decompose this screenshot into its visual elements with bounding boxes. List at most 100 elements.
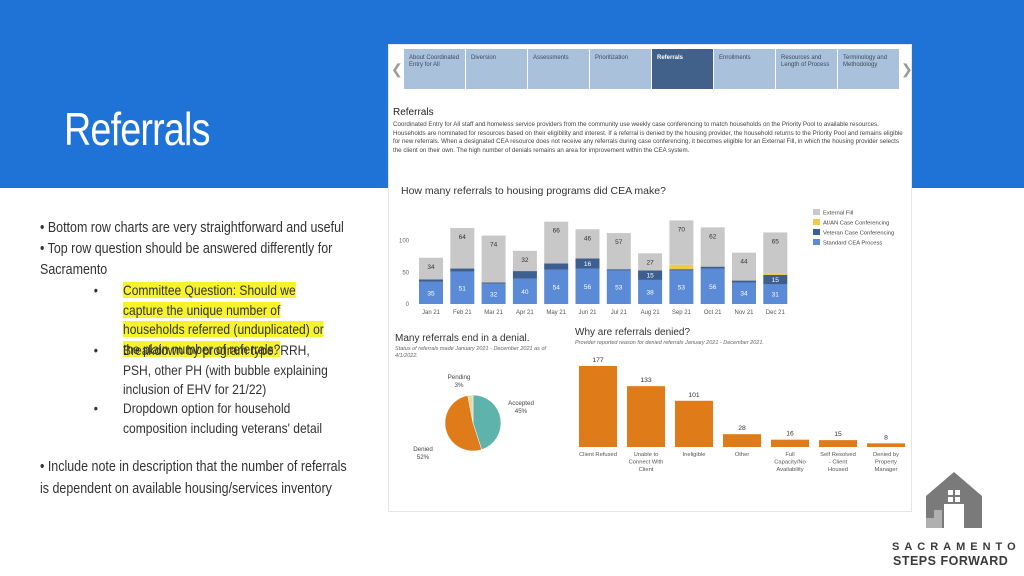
pie-label: Pending <box>448 374 471 381</box>
tab-enrollments[interactable]: Enrollments <box>714 49 775 89</box>
denial-bar <box>771 440 809 447</box>
denial-bar <box>819 440 857 447</box>
denial-bar <box>867 443 905 447</box>
tab-assessments[interactable]: Assessments <box>528 49 589 89</box>
legend-entry: Standard CEA Process <box>823 241 882 247</box>
sub-item-text: Breakdown by program type: RRH, PSH, oth… <box>123 342 328 397</box>
x-tick-label: Connect With <box>629 460 664 466</box>
denial-bar <box>627 386 665 447</box>
data-label: 64 <box>459 234 467 241</box>
bar-segment <box>669 269 693 270</box>
data-label: 28 <box>738 425 746 432</box>
pie-percent: 52% <box>417 454 430 461</box>
tab-terminology[interactable]: Terminology and Methodology <box>838 49 899 89</box>
note-line: • Bottom row charts are very straightfor… <box>40 218 344 239</box>
data-label: 62 <box>709 233 717 240</box>
data-label: 34 <box>740 291 748 298</box>
bar-segment <box>450 269 474 272</box>
x-tick-label: Aug 21 <box>641 310 661 316</box>
sub-item-program-type: • Breakdown by program type: RRH, PSH, o… <box>123 341 338 400</box>
y-tick-label: 50 <box>402 270 409 276</box>
x-tick-label: Jun 21 <box>578 310 597 316</box>
x-tick-label: - Client <box>829 460 848 466</box>
legend-swatch <box>813 239 820 245</box>
data-label: 31 <box>772 292 780 299</box>
legend-swatch <box>813 229 820 235</box>
bullet: • <box>94 281 98 301</box>
data-label: 44 <box>740 259 748 266</box>
reasons-title: Why are referrals denied? <box>575 327 690 338</box>
tab-diversion[interactable]: Diversion <box>466 49 527 89</box>
chevron-right-icon[interactable]: ❯ <box>901 61 913 78</box>
data-label: 15 <box>834 431 842 438</box>
x-tick-label: Apr 21 <box>516 310 534 316</box>
tab-referrals[interactable]: Referrals <box>652 49 713 89</box>
tab-prioritization[interactable]: Prioritization <box>590 49 651 89</box>
denial-bar <box>675 401 713 447</box>
data-label: 74 <box>490 242 498 249</box>
pie-percent: 3% <box>455 382 464 389</box>
denial-bar <box>723 434 761 447</box>
data-label: 16 <box>584 261 592 268</box>
note-line: Sacramento <box>40 260 107 281</box>
pie-title: Many referrals end in a denial. <box>395 333 530 344</box>
x-tick-label: Jul 21 <box>611 310 628 316</box>
note-line: is dependent on available housing/servic… <box>40 479 332 500</box>
note-line: • Include note in description that the n… <box>40 457 347 478</box>
data-label: 177 <box>592 357 604 364</box>
x-tick-label: Full <box>785 452 794 458</box>
bar-segment <box>732 281 756 283</box>
data-label: 57 <box>615 239 623 246</box>
data-label: 56 <box>709 284 717 291</box>
data-label: 15 <box>646 273 654 280</box>
data-label: 53 <box>678 285 686 292</box>
dashboard-screenshot: ❮ ❯ About Coordinated Entry for All Dive… <box>388 44 912 512</box>
denial-bar <box>579 366 617 447</box>
legend-entry: Veteran Case Conferencing <box>823 231 894 237</box>
dashboard-tabs: About Coordinated Entry for All Diversio… <box>404 49 900 89</box>
tab-about[interactable]: About Coordinated Entry for All <box>404 49 465 89</box>
data-label: 38 <box>646 289 654 296</box>
data-label: 53 <box>615 285 623 292</box>
pie-percent: 45% <box>515 408 528 415</box>
sacramento-steps-forward-logo <box>924 470 984 532</box>
sub-item-dropdown: • Dropdown option for household composit… <box>123 399 338 438</box>
x-tick-label: Oct 21 <box>704 310 722 316</box>
legend-entry: External Fill <box>823 211 853 217</box>
dashboard-heading: Referrals <box>393 107 434 118</box>
pie-label: Accepted <box>508 400 534 407</box>
data-label: 56 <box>584 284 592 291</box>
bullet: • <box>94 399 98 419</box>
pie-subtitle: Status of referrals made January 2021 - … <box>395 346 555 360</box>
tab-resources[interactable]: Resources and Length of Process <box>776 49 837 89</box>
x-tick-label: Client Refused <box>579 452 617 458</box>
x-tick-label: Denied by <box>873 452 899 458</box>
referrals-stacked-bar-chart: 0501003534Jan 215164Feb 213274Mar 214032… <box>389 201 909 319</box>
data-label: 101 <box>688 392 700 399</box>
data-label: 40 <box>521 289 529 296</box>
denial-reasons-bar-chart: 177Client Refused133Unable toConnect Wit… <box>569 351 909 481</box>
bar-segment <box>669 265 693 269</box>
x-tick-label: Jan 21 <box>422 310 441 316</box>
x-tick-label: Dec 21 <box>766 310 786 316</box>
x-tick-label: Capacity/No <box>774 460 806 466</box>
data-label: 54 <box>553 284 561 291</box>
x-tick-label: Client <box>639 467 654 473</box>
bar-segment <box>732 253 756 281</box>
note-line: • Top row question should be answered di… <box>40 239 332 260</box>
legend-entry: AI/AN Case Conferencing <box>823 221 889 227</box>
bar-segment <box>544 263 568 269</box>
x-tick-label: Unable to <box>634 452 659 458</box>
brand-line1: SACRAMENTO <box>892 541 1021 553</box>
bar-segment <box>607 269 631 270</box>
x-tick-label: Self Resolved <box>820 452 856 458</box>
bar-segment <box>482 282 506 283</box>
x-tick-label: May 21 <box>546 310 566 316</box>
x-tick-label: Ineligible <box>683 452 706 458</box>
bar-segment <box>763 274 787 275</box>
data-label: 16 <box>786 431 794 438</box>
chevron-left-icon[interactable]: ❮ <box>391 61 403 78</box>
legend-swatch <box>813 209 820 215</box>
x-tick-label: Mar 21 <box>484 310 503 316</box>
